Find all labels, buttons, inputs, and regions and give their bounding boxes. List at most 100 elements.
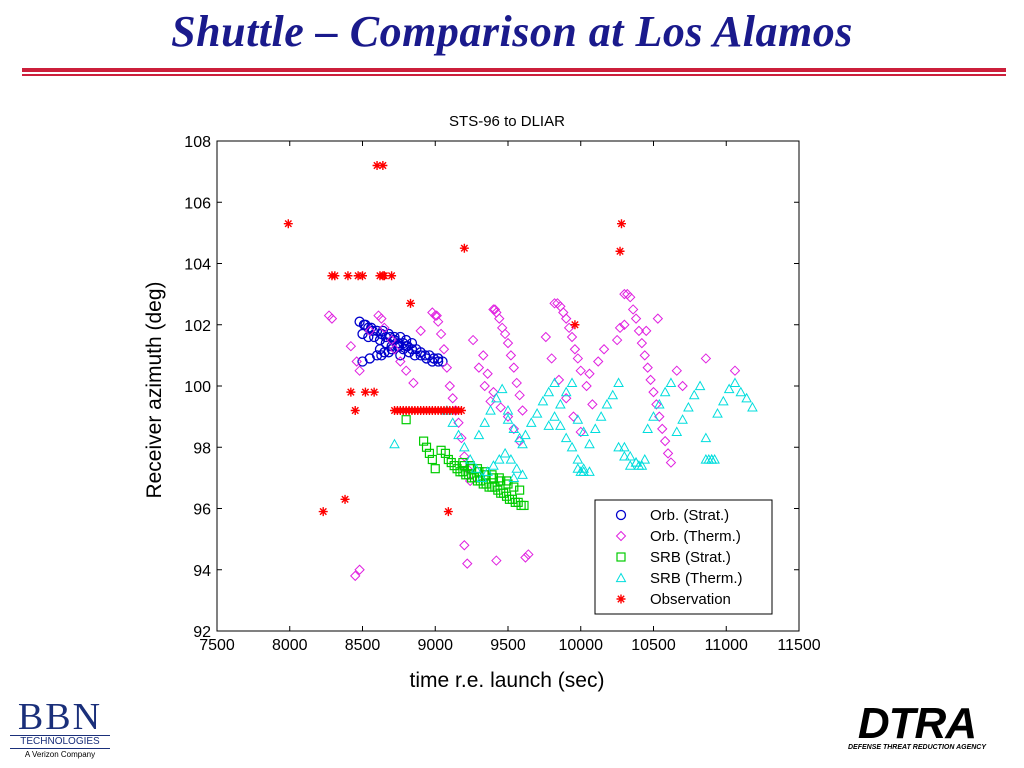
point-srb-therm <box>677 414 688 424</box>
point-orb-therm <box>326 313 338 324</box>
point-orb-therm <box>502 411 514 422</box>
point-observation <box>358 271 367 281</box>
y-tick-label: 102 <box>184 318 211 335</box>
point-srb-therm <box>511 463 523 473</box>
point-srb-therm <box>578 466 590 476</box>
point-srb-therm <box>607 389 619 400</box>
point-orb-therm <box>523 549 534 560</box>
point-observation <box>350 406 360 415</box>
point-srb-therm <box>555 420 566 430</box>
point-srb-therm <box>555 398 566 409</box>
chart-title: STS-96 to DLIAR <box>449 113 565 130</box>
point-srb-strat <box>515 485 525 495</box>
point-orb-strat <box>427 356 438 367</box>
point-srb-strat <box>501 476 512 486</box>
point-orb-therm <box>447 393 458 404</box>
legend-label: Orb. (Strat.) <box>650 507 729 524</box>
point-srb-therm <box>572 453 584 464</box>
point-srb-strat <box>446 457 456 468</box>
y-tick-label: 100 <box>184 379 211 396</box>
point-srb-therm <box>549 377 560 388</box>
point-srb-therm <box>694 380 706 391</box>
point-srb-strat <box>401 415 411 425</box>
point-srb-therm <box>517 438 528 449</box>
point-srb-strat <box>424 448 435 458</box>
point-srb-therm <box>729 377 741 388</box>
point-orb-therm <box>395 356 406 367</box>
point-orb-therm <box>598 344 610 355</box>
point-orb-therm <box>665 457 677 468</box>
point-orb-strat <box>437 356 448 367</box>
point-srb-therm <box>549 411 560 421</box>
point-orb-therm <box>636 337 648 349</box>
legend-label: SRB (Therm.) <box>650 570 743 587</box>
chart-legend: Orb. (Strat.) Orb. (Therm.) SRB (Strat.) SR… <box>594 499 773 615</box>
point-srb-therm <box>493 453 505 464</box>
point-observation <box>456 406 466 415</box>
x-tick-label: 8500 <box>345 637 381 654</box>
point-srb-therm <box>485 404 496 415</box>
legend-label: SRB (Strat.) <box>650 549 731 566</box>
point-srb-therm <box>537 395 549 406</box>
point-orb-strat <box>374 344 386 355</box>
point-orb-therm <box>546 353 557 364</box>
data-points <box>283 161 758 582</box>
point-srb-therm <box>601 398 613 409</box>
point-srb-therm <box>653 398 665 409</box>
point-orb-therm <box>575 365 586 376</box>
point-orb-therm <box>652 313 664 324</box>
point-orb-therm <box>379 322 390 334</box>
point-srb-therm <box>453 429 464 440</box>
point-srb-therm <box>595 411 607 421</box>
y-tick-label: 106 <box>184 195 211 212</box>
point-orb-therm <box>520 552 531 563</box>
point-srb-strat <box>452 464 462 474</box>
point-orb-strat <box>400 341 412 352</box>
point-orb-therm <box>568 411 579 422</box>
point-srb-therm <box>624 450 636 461</box>
point-srb-therm <box>482 466 493 476</box>
legend-marker <box>616 594 626 604</box>
bbn-logo-technologies: TECHNOLOGIES <box>10 735 110 749</box>
point-orb-therm <box>438 344 450 355</box>
point-orb-therm <box>619 319 630 330</box>
point-srb-strat <box>430 464 440 474</box>
point-srb-therm <box>723 383 735 394</box>
point-orb-strat <box>395 350 406 361</box>
point-orb-therm <box>614 322 626 334</box>
point-srb-strat <box>440 448 451 458</box>
point-srb-therm <box>709 453 720 464</box>
point-srb-therm <box>520 429 531 440</box>
y-tick-label: 92 <box>193 624 211 641</box>
point-srb-therm <box>459 441 470 452</box>
point-orb-therm <box>351 356 362 367</box>
point-orb-therm <box>415 325 426 337</box>
point-srb-therm <box>566 377 578 388</box>
point-srb-therm <box>639 453 651 464</box>
point-orb-therm <box>364 325 375 337</box>
point-orb-therm <box>575 426 586 438</box>
point-srb-therm <box>464 453 476 464</box>
point-orb-therm <box>611 334 623 346</box>
point-orb-therm <box>459 540 470 551</box>
point-orb-therm <box>473 362 485 373</box>
point-orb-therm <box>435 328 447 340</box>
point-srb-therm <box>473 429 485 440</box>
point-srb-strat <box>509 482 519 492</box>
point-orb-therm <box>639 350 650 361</box>
point-srb-therm <box>683 401 694 412</box>
x-tick-label: 8000 <box>272 637 308 654</box>
point-orb-strat <box>371 325 383 337</box>
point-observation <box>443 507 453 517</box>
point-orb-therm <box>657 423 668 435</box>
point-orb-therm <box>354 564 365 575</box>
point-srb-therm <box>488 460 499 470</box>
point-srb-therm <box>613 377 624 388</box>
dtra-logo-tagline: DEFENSE THREAT REDUCTION AGENCY <box>847 744 987 751</box>
point-orb-therm <box>495 402 506 413</box>
point-orb-therm <box>354 365 365 376</box>
point-orb-therm <box>560 313 572 324</box>
point-orb-therm <box>659 435 671 447</box>
x-tick-label: 10500 <box>631 637 676 654</box>
